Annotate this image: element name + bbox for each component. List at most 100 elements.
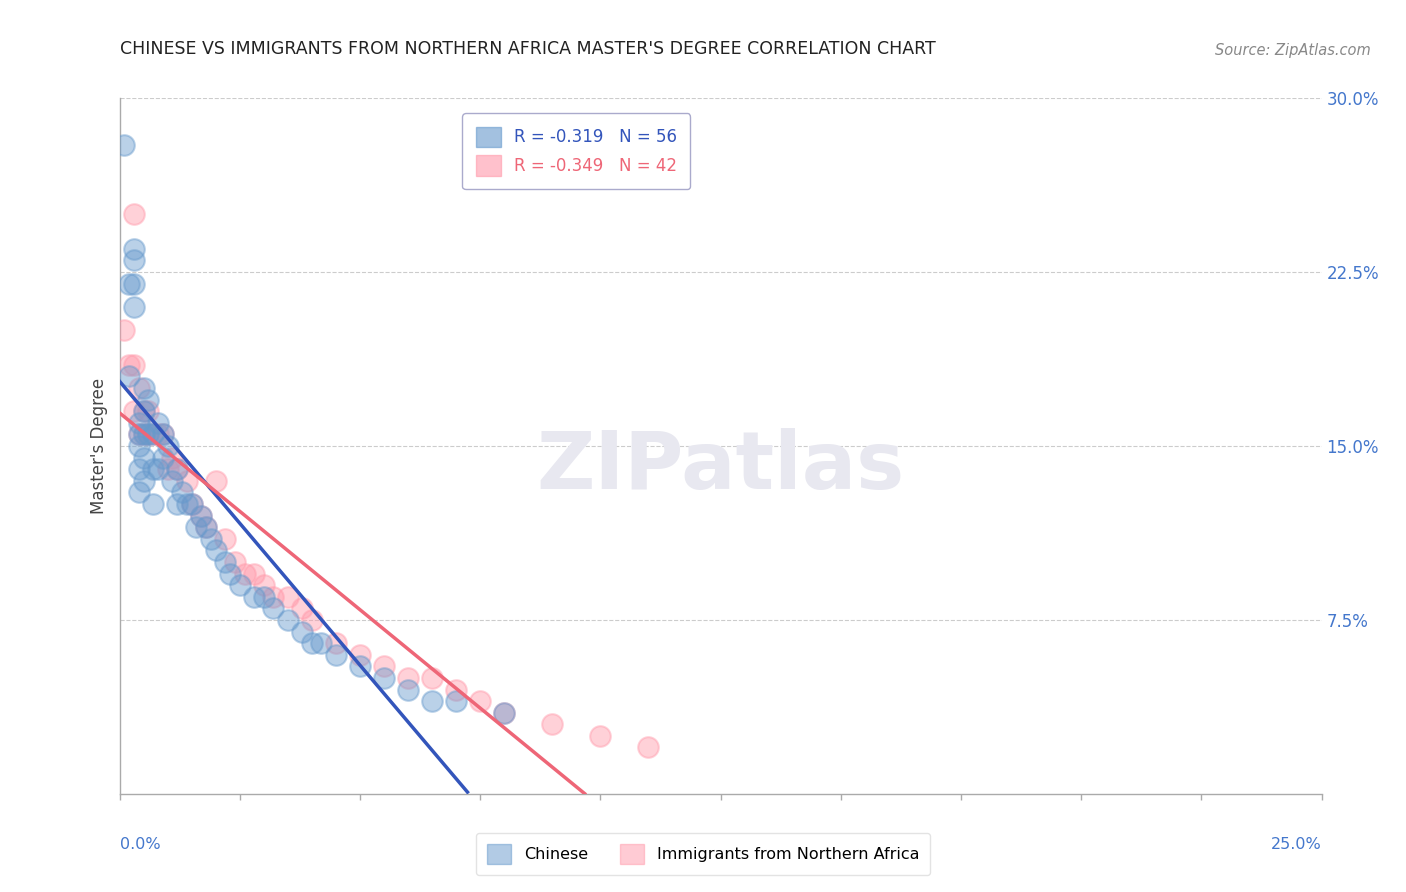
Point — [494, 706, 516, 720]
Point — [325, 636, 347, 650]
Text: 0.0%: 0.0% — [120, 838, 160, 852]
Point — [112, 137, 135, 152]
Point — [132, 427, 155, 442]
Point — [494, 706, 516, 720]
Point — [373, 659, 395, 673]
Point — [128, 416, 150, 430]
Point — [204, 543, 226, 558]
Point — [396, 671, 419, 685]
Point — [132, 21, 155, 36]
Point — [589, 729, 612, 743]
Point — [228, 578, 252, 592]
Text: ZIPatlas: ZIPatlas — [537, 428, 904, 506]
Point — [122, 300, 145, 314]
Point — [118, 277, 141, 291]
Point — [118, 358, 141, 372]
Point — [138, 427, 160, 442]
Point — [152, 427, 174, 442]
Point — [128, 427, 150, 442]
Point — [132, 450, 155, 465]
Point — [112, 323, 135, 337]
Point — [420, 671, 443, 685]
Point — [214, 532, 236, 546]
Point — [142, 497, 165, 511]
Y-axis label: Master's Degree: Master's Degree — [90, 378, 108, 514]
Point — [132, 404, 155, 418]
Point — [262, 590, 284, 604]
Point — [122, 207, 145, 221]
Point — [190, 508, 212, 523]
Text: 25.0%: 25.0% — [1271, 838, 1322, 852]
Point — [128, 485, 150, 500]
Point — [468, 694, 492, 708]
Point — [291, 624, 314, 639]
Point — [637, 740, 659, 755]
Point — [122, 242, 145, 256]
Point — [128, 462, 150, 476]
Point — [396, 682, 419, 697]
Point — [152, 427, 174, 442]
Point — [233, 566, 256, 581]
Point — [162, 450, 184, 465]
Point — [349, 648, 371, 662]
Point — [146, 462, 169, 476]
Legend: Chinese, Immigrants from Northern Africa: Chinese, Immigrants from Northern Africa — [475, 833, 931, 875]
Point — [349, 659, 371, 673]
Point — [190, 508, 212, 523]
Point — [214, 555, 236, 569]
Point — [122, 404, 145, 418]
Point — [325, 648, 347, 662]
Point — [142, 427, 165, 442]
Point — [132, 474, 155, 488]
Point — [156, 439, 179, 453]
Point — [186, 520, 208, 534]
Point — [156, 462, 179, 476]
Point — [118, 369, 141, 384]
Text: CHINESE VS IMMIGRANTS FROM NORTHERN AFRICA MASTER'S DEGREE CORRELATION CHART: CHINESE VS IMMIGRANTS FROM NORTHERN AFRI… — [120, 40, 935, 58]
Point — [132, 381, 155, 395]
Point — [243, 590, 266, 604]
Point — [170, 485, 193, 500]
Point — [128, 439, 150, 453]
Point — [138, 404, 160, 418]
Point — [277, 613, 299, 627]
Point — [166, 462, 188, 476]
Point — [122, 277, 145, 291]
Point — [142, 427, 165, 442]
Point — [128, 381, 150, 395]
Point — [128, 427, 150, 442]
Point — [195, 520, 218, 534]
Point — [444, 682, 467, 697]
Point — [253, 590, 276, 604]
Point — [301, 613, 323, 627]
Point — [373, 671, 395, 685]
Point — [219, 566, 242, 581]
Point — [180, 497, 202, 511]
Point — [200, 532, 222, 546]
Point — [176, 497, 198, 511]
Point — [195, 520, 218, 534]
Legend: R = -0.319   N = 56, R = -0.349   N = 42: R = -0.319 N = 56, R = -0.349 N = 42 — [463, 113, 690, 189]
Point — [152, 450, 174, 465]
Point — [142, 462, 165, 476]
Point — [253, 578, 276, 592]
Point — [166, 497, 188, 511]
Point — [122, 358, 145, 372]
Point — [262, 601, 284, 615]
Point — [204, 474, 226, 488]
Point — [243, 566, 266, 581]
Point — [166, 462, 188, 476]
Point — [277, 590, 299, 604]
Text: Source: ZipAtlas.com: Source: ZipAtlas.com — [1215, 43, 1371, 58]
Point — [132, 427, 155, 442]
Point — [138, 392, 160, 407]
Point — [180, 497, 202, 511]
Point — [541, 717, 564, 731]
Point — [311, 636, 333, 650]
Point — [176, 474, 198, 488]
Point — [444, 694, 467, 708]
Point — [162, 474, 184, 488]
Point — [420, 694, 443, 708]
Point — [122, 253, 145, 268]
Point — [146, 416, 169, 430]
